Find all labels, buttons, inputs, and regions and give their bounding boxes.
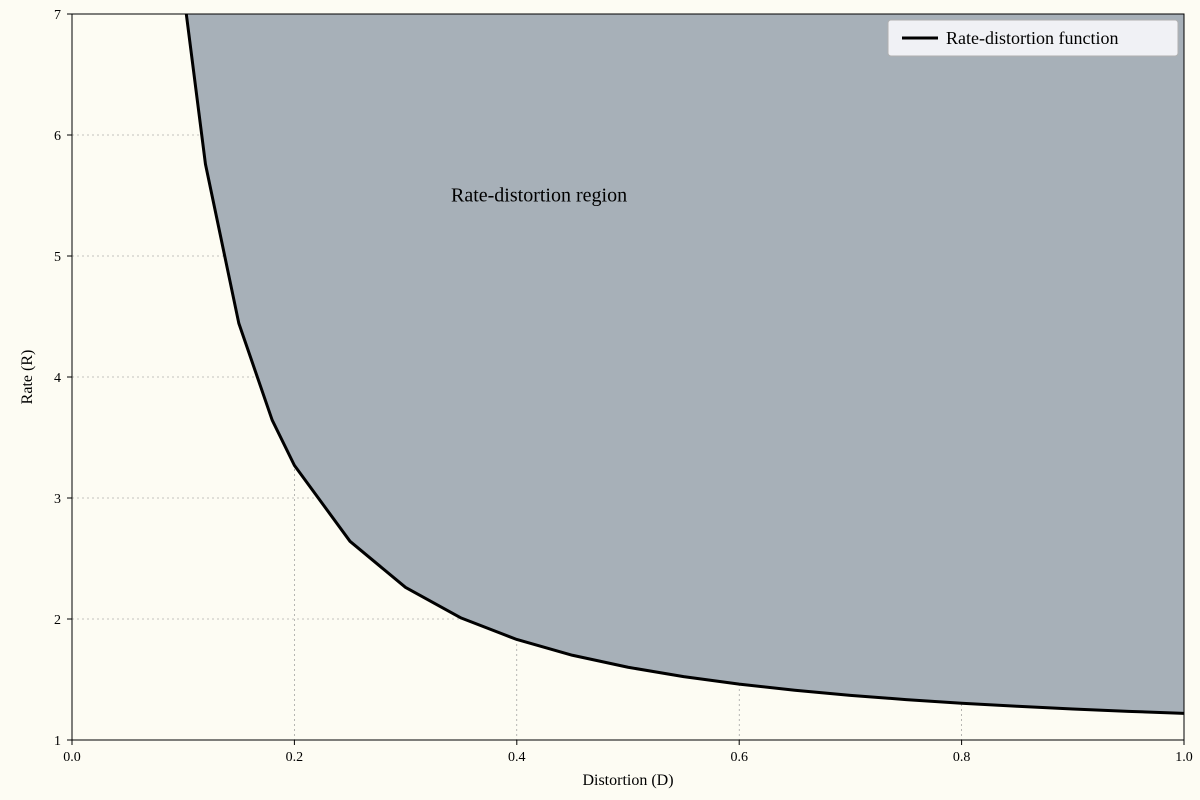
x-tick-label: 0.4 [508,750,526,765]
x-tick-label: 0.0 [63,750,81,765]
legend: Rate-distortion function [888,20,1178,56]
x-tick-label: 0.6 [730,750,748,765]
y-axis-label: Rate (R) [19,350,36,405]
y-tick-label: 3 [54,492,61,507]
y-tick-label: 7 [54,8,61,23]
chart-container: Rate-distortion region 0.0 0.2 0.4 0.6 0.8 1.0… [0,0,1200,800]
x-tick-label: 0.8 [953,750,971,765]
legend-label: Rate-distortion function [946,28,1118,48]
x-tick-label: 1.0 [1175,750,1193,765]
y-tick-label: 1 [54,734,61,749]
y-tick-label: 5 [54,250,61,265]
x-tick-label: 0.2 [286,750,304,765]
region-annotation: Rate-distortion region [451,185,627,207]
y-tick-label: 4 [54,371,61,386]
rate-distortion-chart: Rate-distortion region 0.0 0.2 0.4 0.6 0.8 1.0… [0,0,1200,800]
y-tick-label: 6 [54,129,61,144]
y-tick-label: 2 [54,613,61,628]
x-axis-label: Distortion (D) [582,772,673,789]
